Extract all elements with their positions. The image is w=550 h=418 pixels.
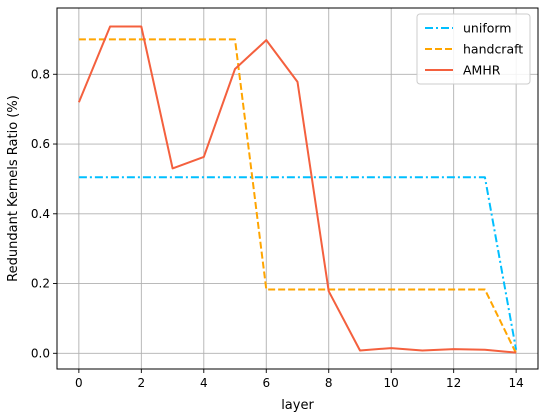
- x-axis-label: layer: [281, 398, 314, 413]
- legend-label: uniform: [463, 21, 511, 36]
- legend-label: handcraft: [463, 42, 523, 57]
- series-line-handcraft: [78, 38, 517, 354]
- axis-ticks: 0 2 4 6 8 10 12 14 0.0 0.2 0.4 0.6 0.8: [31, 67, 524, 390]
- x-tick-label: 2: [138, 376, 146, 390]
- legend-label: AMHR: [463, 63, 501, 78]
- y-tick-label: 0.0: [31, 346, 50, 360]
- x-tick-label: 4: [200, 376, 208, 390]
- series-line-amhr: [77, 25, 517, 354]
- x-tick-label: 14: [508, 376, 523, 390]
- series-lines: [77, 25, 518, 354]
- x-tick-label: 10: [384, 376, 399, 390]
- y-axis-label: Redundant Kernels Ratio (%): [6, 95, 21, 282]
- y-tick-label: 0.4: [31, 207, 50, 221]
- x-tick-label: 6: [262, 376, 270, 390]
- x-tick-label: 0: [75, 376, 83, 390]
- x-tick-label: 12: [446, 376, 461, 390]
- legend-box: [416, 13, 531, 85]
- y-tick-label: 0.6: [31, 137, 50, 151]
- plot-frame: [56, 7, 539, 370]
- x-tick-label: 8: [325, 376, 333, 390]
- y-tick-label: 0.8: [31, 67, 50, 81]
- legend: uniform handcraft AMHR: [416, 13, 531, 85]
- y-tick-label: 0.2: [31, 277, 50, 291]
- series-line-uniform: [78, 176, 518, 350]
